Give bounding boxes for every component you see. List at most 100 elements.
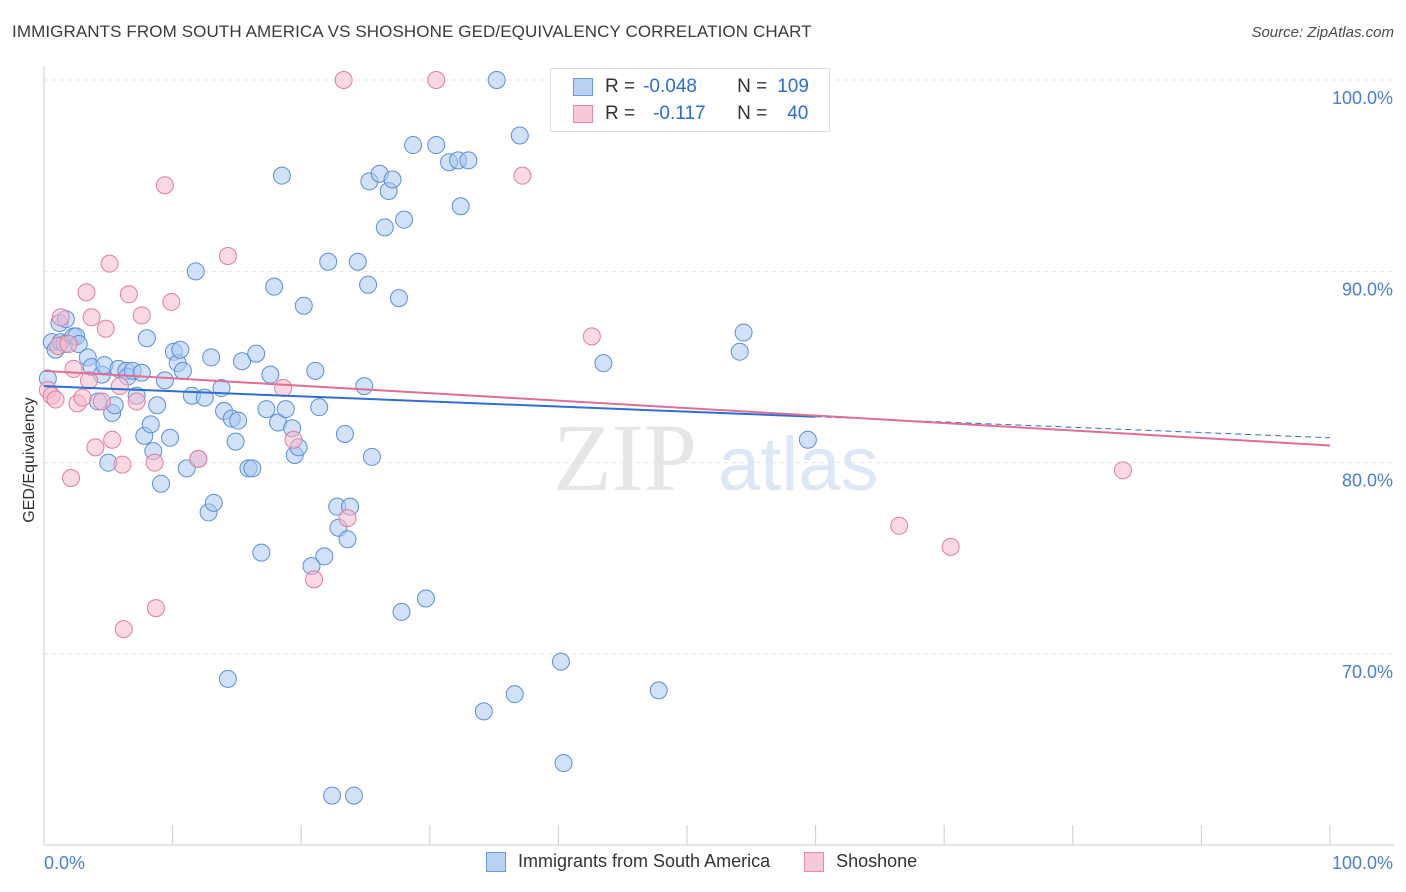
trend-lines — [43, 369, 1331, 447]
point-shoshone — [890, 516, 909, 535]
point-immigrants — [186, 262, 205, 281]
point-immigrants — [551, 652, 570, 671]
point-immigrants — [252, 543, 271, 562]
point-immigrants — [362, 447, 381, 466]
point-immigrants — [148, 396, 167, 415]
point-immigrants — [233, 352, 252, 371]
point-immigrants — [202, 348, 221, 367]
legend-label-shoshone: Shoshone — [836, 851, 918, 871]
point-shoshone — [1113, 461, 1132, 480]
watermark-atlas: atlas — [718, 422, 879, 507]
point-shoshone — [92, 392, 111, 411]
point-shoshone — [274, 379, 293, 398]
point-shoshone — [110, 377, 129, 396]
point-immigrants — [173, 361, 192, 380]
point-immigrants — [141, 415, 160, 434]
legend-swatch-blue — [486, 851, 506, 872]
point-immigrants — [510, 126, 529, 145]
point-shoshone — [334, 71, 353, 89]
point-shoshone — [582, 327, 601, 346]
y-tick-label: 70.0% — [1342, 662, 1393, 682]
point-shoshone — [132, 306, 151, 325]
point-immigrants — [451, 197, 470, 216]
point-shoshone — [284, 430, 303, 449]
legend-r-value: -0.048 — [643, 76, 697, 97]
series-immigrants-points — [38, 71, 817, 805]
series-legend: Immigrants from South America Shoshone — [486, 851, 951, 872]
point-immigrants — [505, 685, 524, 704]
point-immigrants — [319, 252, 338, 271]
point-immigrants — [355, 377, 374, 396]
point-shoshone — [82, 308, 101, 327]
point-shoshone — [100, 254, 119, 273]
point-immigrants — [474, 702, 493, 721]
legend-r-label: R = — [605, 76, 636, 97]
point-immigrants — [389, 289, 408, 308]
point-shoshone — [77, 283, 96, 302]
point-shoshone — [62, 468, 81, 487]
point-immigrants — [392, 602, 411, 621]
x-tick-labels: 0.0% 100.0% — [44, 853, 1393, 873]
point-immigrants — [226, 432, 245, 451]
point-immigrants — [272, 166, 291, 185]
trend-line-shoshone — [43, 369, 1331, 447]
point-shoshone — [113, 455, 132, 474]
point-immigrants — [243, 459, 262, 478]
point-immigrants — [171, 340, 190, 359]
point-shoshone — [145, 453, 164, 472]
point-shoshone — [218, 247, 237, 266]
point-immigrants — [730, 342, 749, 361]
point-immigrants — [247, 344, 266, 363]
point-shoshone — [127, 392, 146, 411]
axes — [43, 66, 1394, 846]
point-shoshone — [338, 509, 357, 528]
point-shoshone — [162, 292, 181, 311]
x-tick-label-max: 100.0% — [1332, 853, 1393, 873]
chart-title: IMMIGRANTS FROM SOUTH AMERICA VS SHOSHON… — [12, 22, 812, 41]
legend-n-label: N = — [737, 76, 768, 97]
point-shoshone — [51, 308, 70, 327]
point-immigrants — [257, 400, 276, 419]
point-immigrants — [132, 363, 151, 382]
source-credit: Source: ZipAtlas.com — [1251, 24, 1394, 41]
point-immigrants — [459, 151, 478, 170]
point-immigrants — [152, 474, 171, 493]
x-tick-label-min: 0.0% — [44, 853, 85, 873]
legend-item-shoshone[interactable]: Shoshone — [804, 851, 917, 872]
point-immigrants — [383, 170, 402, 189]
point-shoshone — [513, 166, 532, 185]
point-shoshone — [119, 285, 138, 304]
point-shoshone — [146, 599, 165, 618]
point-immigrants — [306, 361, 325, 380]
y-axis-label: GED/Equivalency — [21, 397, 38, 522]
legend-item-immigrants[interactable]: Immigrants from South America — [486, 851, 770, 872]
point-immigrants — [554, 754, 573, 773]
point-shoshone — [427, 71, 446, 89]
point-immigrants — [204, 493, 223, 512]
watermark: ZIP atlas — [553, 404, 879, 511]
point-immigrants — [348, 252, 367, 271]
point-immigrants — [155, 371, 174, 390]
point-immigrants — [416, 589, 435, 608]
y-tick-label: 100.0% — [1332, 88, 1393, 108]
point-immigrants — [294, 296, 313, 315]
point-shoshone — [155, 176, 174, 195]
point-immigrants — [338, 530, 357, 549]
point-shoshone — [941, 537, 960, 556]
legend-swatch-blue — [573, 78, 593, 96]
point-immigrants — [335, 424, 354, 443]
point-immigrants — [218, 669, 237, 688]
point-immigrants — [265, 277, 284, 296]
point-immigrants — [649, 681, 668, 700]
point-shoshone — [189, 449, 208, 468]
point-immigrants — [315, 547, 334, 566]
legend-n-value: 109 — [777, 76, 809, 97]
point-shoshone — [59, 335, 78, 354]
point-immigrants — [344, 786, 363, 805]
point-immigrants — [161, 428, 180, 447]
y-tick-labels: 70.0% 80.0% 90.0% 100.0% — [1332, 88, 1393, 682]
point-shoshone — [46, 390, 65, 409]
legend-swatch-pink — [804, 851, 825, 872]
point-immigrants — [798, 430, 817, 449]
